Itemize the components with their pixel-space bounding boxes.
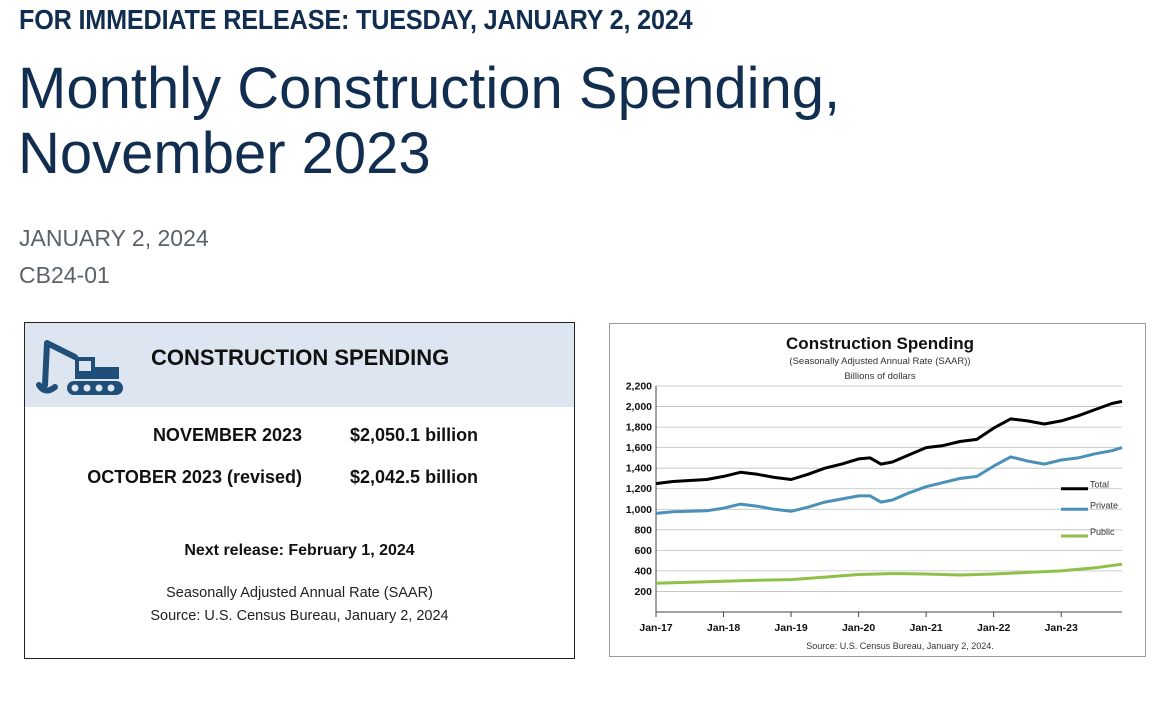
- y-tick-label: 2,000: [626, 401, 652, 413]
- x-tick-label: Jan-19: [774, 622, 807, 634]
- summary-header: CONSTRUCTION SPENDING: [25, 323, 574, 407]
- next-release-date: Next release: February 1, 2024: [184, 542, 415, 559]
- prior-month-value: $2,042.5 billion: [350, 467, 479, 487]
- saar-note: Seasonally Adjusted Annual Rate (SAAR): [166, 585, 433, 601]
- x-tick-label: Jan-17: [639, 622, 672, 634]
- prior-month-label: OCTOBER 2023 (revised): [87, 467, 302, 487]
- line-chart: Construction Spending (Seasonally Adjust…: [626, 334, 1123, 651]
- release-date-line: FOR IMMEDIATE RELEASE: TUESDAY, JANUARY …: [19, 4, 693, 35]
- x-tick-label: Jan-21: [910, 622, 943, 634]
- x-tick-label: Jan-18: [707, 622, 740, 634]
- series-line-public: [655, 562, 1123, 585]
- legend-label: Total: [1090, 480, 1109, 490]
- chart-title: Construction Spending: [786, 334, 974, 353]
- chart-subtitle: (Seasonally Adjusted Annual Rate (SAAR)): [789, 356, 970, 367]
- current-month-label: NOVEMBER 2023: [152, 425, 302, 445]
- series-line-total: [655, 399, 1123, 486]
- construction-spending-chart: Construction Spending (Seasonally Adjust…: [609, 323, 1146, 657]
- x-tick-label: Jan-23: [1045, 622, 1078, 634]
- excavator-icon: [36, 340, 123, 395]
- y-tick-label: 1,200: [626, 483, 652, 495]
- y-tick-label: 200: [634, 586, 652, 598]
- release-code: CB24-01: [19, 262, 110, 288]
- x-tick-label: Jan-20: [842, 622, 875, 634]
- source-note: Source: U.S. Census Bureau, January 2, 2…: [150, 608, 449, 624]
- chart-ylabel: Billions of dollars: [844, 371, 916, 382]
- legend-label: Private: [1090, 500, 1118, 510]
- legend-label: Public: [1090, 527, 1115, 537]
- y-tick-label: 800: [634, 524, 652, 536]
- x-tick-label: Jan-22: [977, 622, 1010, 634]
- y-tick-label: 1,800: [626, 422, 652, 434]
- y-tick-label: 1,600: [626, 442, 652, 454]
- y-tick-label: 1,000: [626, 504, 652, 516]
- y-tick-label: 600: [634, 545, 652, 557]
- page-title: Monthly Construction Spending, November …: [18, 56, 841, 186]
- series-line-private: [655, 446, 1123, 515]
- chart-source: Source: U.S. Census Bureau, January 2, 2…: [806, 641, 994, 651]
- publish-date: JANUARY 2, 2024: [19, 225, 209, 251]
- y-tick-label: 1,400: [626, 463, 652, 475]
- current-month-value: $2,050.1 billion: [350, 425, 479, 445]
- summary-title: CONSTRUCTION SPENDING: [151, 345, 450, 370]
- y-tick-label: 2,200: [626, 381, 652, 393]
- summary-infographic: CONSTRUCTION SPENDING NOVEMBER 2023 $2,0…: [24, 322, 575, 659]
- y-tick-label: 400: [634, 565, 652, 577]
